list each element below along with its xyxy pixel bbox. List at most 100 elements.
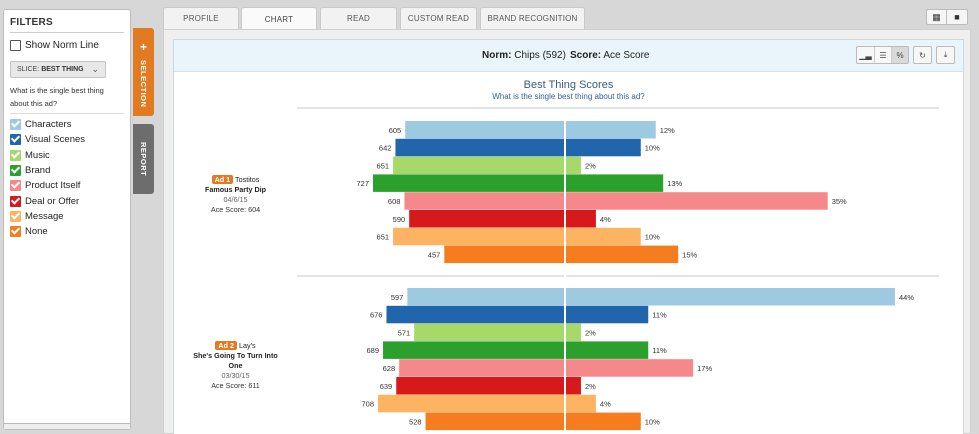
legend-item[interactable]: Music xyxy=(10,148,124,163)
square-icon[interactable]: ■ xyxy=(947,9,968,25)
legend-item[interactable]: Message xyxy=(10,209,124,224)
chart-header: Norm: Chips (592) Score: Ace Score ▁▃ ☰ … xyxy=(174,40,963,72)
checkbox-icon[interactable] xyxy=(10,149,21,161)
legend-item-label: Deal or Offer xyxy=(25,195,80,207)
score-label: Score: xyxy=(570,50,602,61)
percent-bar xyxy=(566,288,895,306)
score-label: 605 xyxy=(389,126,402,135)
legend-item[interactable]: Characters xyxy=(10,117,124,132)
grid-icon[interactable]: ▦ xyxy=(926,9,947,25)
score-bar xyxy=(425,412,565,431)
legend-item[interactable]: Product Itself xyxy=(10,178,124,193)
percent-icon[interactable]: % xyxy=(891,47,908,63)
percent-bar xyxy=(566,210,596,228)
percent-label: 11% xyxy=(652,311,667,320)
checkbox-icon[interactable] xyxy=(10,226,21,238)
score-label: 642 xyxy=(379,144,392,153)
bar-chart-icon[interactable]: ▁▃ xyxy=(859,50,872,60)
ad-title: She's Going To Turn Into One xyxy=(193,351,278,370)
percent-label: 17% xyxy=(697,364,712,373)
score-bar xyxy=(395,138,565,157)
refresh-icon[interactable]: ↻ xyxy=(919,50,926,60)
score-label: 628 xyxy=(383,364,396,373)
legend-item[interactable]: None xyxy=(10,224,124,239)
chart-title: Best Thing Scores xyxy=(523,79,614,91)
report-side-tab[interactable]: REPORT xyxy=(133,124,154,194)
legend-item-label: Product Itself xyxy=(25,180,81,192)
score-label: 457 xyxy=(428,250,441,259)
score-bar xyxy=(373,174,565,192)
ad-date: 04/6/15 xyxy=(223,195,248,204)
tab-read[interactable]: READ xyxy=(320,7,397,29)
percent-bar xyxy=(566,192,828,210)
tab-brand-recognition[interactable]: BRAND RECOGNITION xyxy=(480,7,585,29)
score-label: 571 xyxy=(398,328,411,337)
percent-bar xyxy=(566,305,649,324)
percent-label: 10% xyxy=(645,233,660,242)
percent-bar xyxy=(566,323,581,342)
percent-bar xyxy=(566,359,694,377)
checkbox-icon[interactable] xyxy=(10,134,21,146)
checkbox-icon[interactable] xyxy=(10,40,21,51)
legend-item[interactable]: Visual Scenes xyxy=(10,132,124,147)
checkbox-icon[interactable] xyxy=(10,210,21,222)
legend-list: Characters Visual Scenes Music Brand Product… xyxy=(10,117,124,239)
percent-bar xyxy=(566,227,641,246)
percent-bar xyxy=(566,174,664,192)
percent-label: 11% xyxy=(652,346,667,355)
checkbox-icon[interactable] xyxy=(10,165,21,177)
percent-label: 4% xyxy=(600,400,611,409)
legend-item[interactable]: Deal or Offer xyxy=(10,193,124,208)
score-bar xyxy=(414,323,565,342)
legend-item-label: Characters xyxy=(25,119,72,131)
report-tab-label: REPORT xyxy=(139,142,148,177)
score-label: 689 xyxy=(367,346,380,355)
score-bar xyxy=(396,377,565,395)
show-norm-line-checkbox[interactable]: Show Norm Line xyxy=(10,38,124,53)
checkbox-icon[interactable] xyxy=(10,119,21,131)
slice-value: BEST THING xyxy=(41,66,84,73)
filter-question: What is the single best thing about this… xyxy=(10,84,124,114)
percent-bar xyxy=(566,138,641,157)
ad-ace-score: Ace Score: 611 xyxy=(211,381,260,390)
score-bar xyxy=(383,341,565,359)
score-label: 727 xyxy=(356,179,369,188)
percent-bar xyxy=(566,156,581,175)
tab-custom-read[interactable]: CUSTOM READ xyxy=(400,7,477,29)
download-icon[interactable]: ⤓ xyxy=(943,50,948,59)
percent-label: 15% xyxy=(682,250,697,259)
score-bar xyxy=(386,305,565,324)
score-bar xyxy=(444,245,565,264)
score-label: 639 xyxy=(380,382,393,391)
ad-brand: Tostitos xyxy=(235,175,260,184)
view-toggle: ▦ ■ xyxy=(926,9,968,25)
tab-profile[interactable]: PROFILE xyxy=(163,7,239,29)
score-value: Ace Score xyxy=(603,50,650,61)
plus-icon: + xyxy=(139,40,147,54)
checkbox-icon[interactable] xyxy=(10,180,21,192)
percent-bar xyxy=(566,341,649,359)
selection-tab-label: SELECTION xyxy=(139,60,148,108)
percent-label: 4% xyxy=(600,215,611,224)
ad-title: Famous Party Dip xyxy=(204,185,267,194)
percent-label: 2% xyxy=(585,382,596,391)
tab-chart[interactable]: CHART xyxy=(241,7,317,30)
percent-label: 2% xyxy=(585,161,596,170)
list-icon[interactable]: ☰ xyxy=(874,47,891,63)
percent-label: 12% xyxy=(660,126,675,135)
score-bar xyxy=(409,210,565,228)
percent-bar xyxy=(566,377,581,395)
percent-label: 44% xyxy=(899,293,914,302)
percent-label: 35% xyxy=(832,197,847,206)
norm-value: Chips (592) xyxy=(514,50,566,61)
checkbox-icon[interactable] xyxy=(10,195,21,207)
ad-date: 03/30/15 xyxy=(221,371,250,380)
selection-side-tab[interactable]: + SELECTION xyxy=(133,28,154,116)
score-label: 708 xyxy=(362,400,375,409)
main-content: Norm: Chips (592) Score: Ace Score ▁▃ ☰ … xyxy=(163,29,971,434)
score-text: Score: Ace Score xyxy=(570,50,650,61)
legend-item[interactable]: Brand xyxy=(10,163,124,178)
legend-item-label: Music xyxy=(25,149,50,161)
slice-dropdown[interactable]: SLICE: BEST THING ⌄ xyxy=(10,61,106,78)
ad-badge: Ad 2 xyxy=(215,341,237,350)
